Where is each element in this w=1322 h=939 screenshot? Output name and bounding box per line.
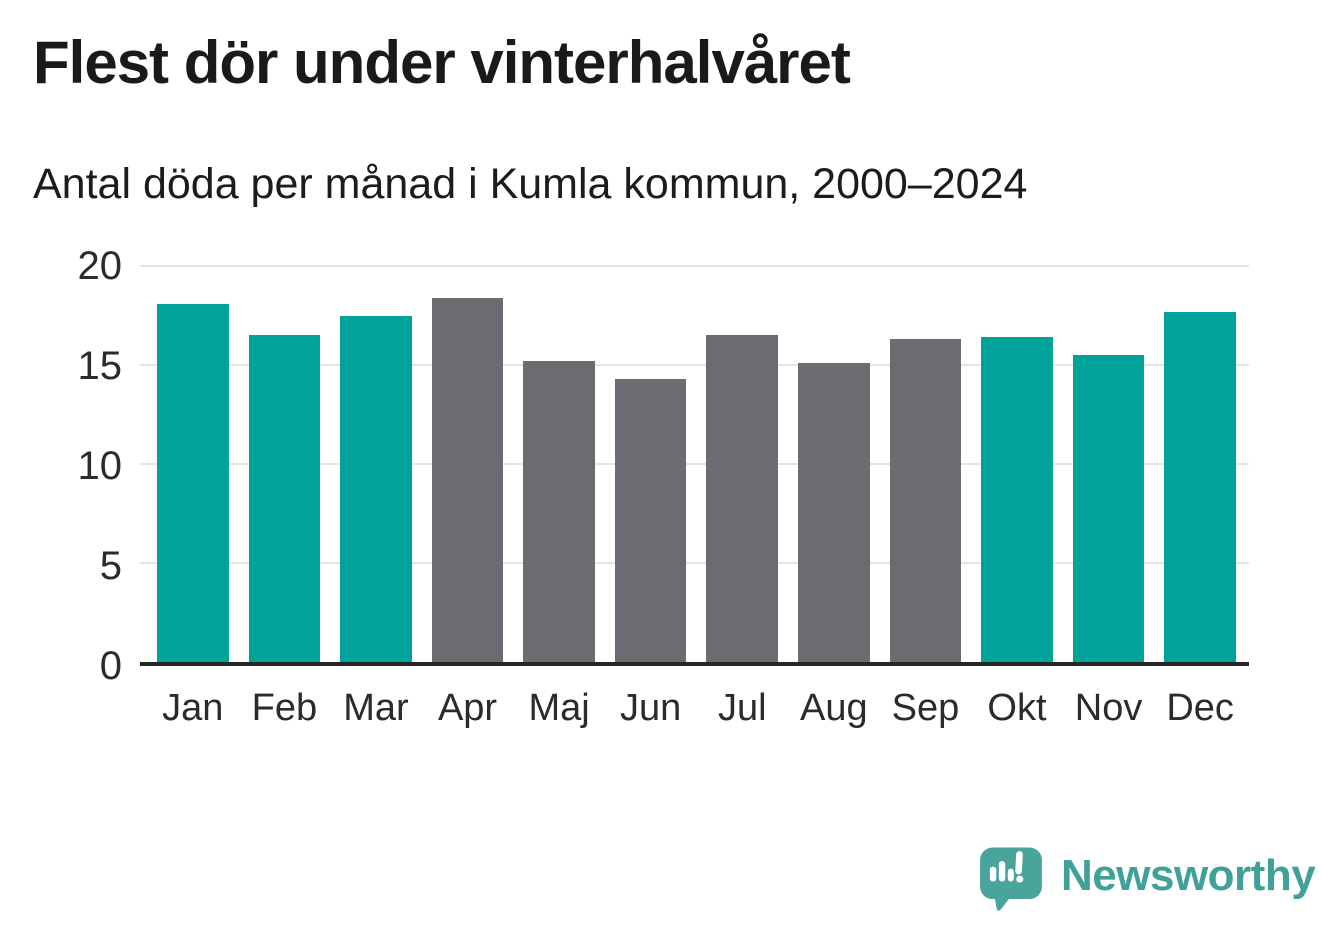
gridline-5 xyxy=(140,562,1249,564)
y-tick-label-5: 5 xyxy=(99,544,122,588)
bar-apr xyxy=(431,297,504,662)
y-tick-label-20: 20 xyxy=(77,244,123,288)
bar-mar xyxy=(340,315,412,662)
x-tick-label-feb: Feb xyxy=(251,687,318,729)
y-tick-label-15: 15 xyxy=(77,344,123,388)
bar-maj xyxy=(523,361,595,662)
bar-jun xyxy=(614,378,687,662)
gridline-10 xyxy=(140,463,1249,465)
bar-aug xyxy=(798,363,870,662)
chart-subtitle: Antal döda per månad i Kumla kommun, 200… xyxy=(33,160,1028,208)
y-tick-label-10: 10 xyxy=(77,444,123,488)
x-tick-label-maj: Maj xyxy=(528,687,590,729)
bar-feb xyxy=(248,335,321,662)
bar-series xyxy=(140,266,1249,662)
x-tick-label-sep: Sep xyxy=(891,687,960,729)
x-tick-label-jun: Jun xyxy=(620,687,682,729)
bar-okt xyxy=(981,337,1053,662)
plot-area xyxy=(140,265,1249,666)
bar-jan xyxy=(157,303,229,662)
newsworthy-logo: Newsworthy xyxy=(977,845,1316,915)
x-tick-label-mar: Mar xyxy=(343,687,409,729)
y-axis: 20 15 10 5 0 xyxy=(30,246,125,686)
x-tick-label-aug: Aug xyxy=(800,687,868,729)
bar-dec xyxy=(1164,311,1236,662)
x-tick-label-dec: Dec xyxy=(1166,687,1234,729)
x-axis: Jan Feb Mar Apr Maj Jun Jul Aug Sep Okt Nov Dec xyxy=(140,687,1249,730)
gridline-20 xyxy=(140,265,1249,267)
x-tick-label-jan: Jan xyxy=(162,687,224,729)
brand-wordmark: Newsworthy xyxy=(1061,851,1316,900)
y-tick-label-0: 0 xyxy=(99,644,122,688)
gridline-15 xyxy=(140,364,1249,366)
bar-sep xyxy=(889,339,962,662)
bar-nov xyxy=(1072,355,1145,662)
x-tick-label-okt: Okt xyxy=(987,687,1047,729)
x-tick-label-jul: Jul xyxy=(717,687,767,729)
x-tick-label-nov: Nov xyxy=(1074,687,1143,729)
chart-title: Flest dör under vinterhalvåret xyxy=(33,29,851,96)
newsworthy-speech-bubble-icon xyxy=(980,847,1042,911)
x-tick-label-apr: Apr xyxy=(437,687,498,729)
bar-jul xyxy=(706,335,779,662)
